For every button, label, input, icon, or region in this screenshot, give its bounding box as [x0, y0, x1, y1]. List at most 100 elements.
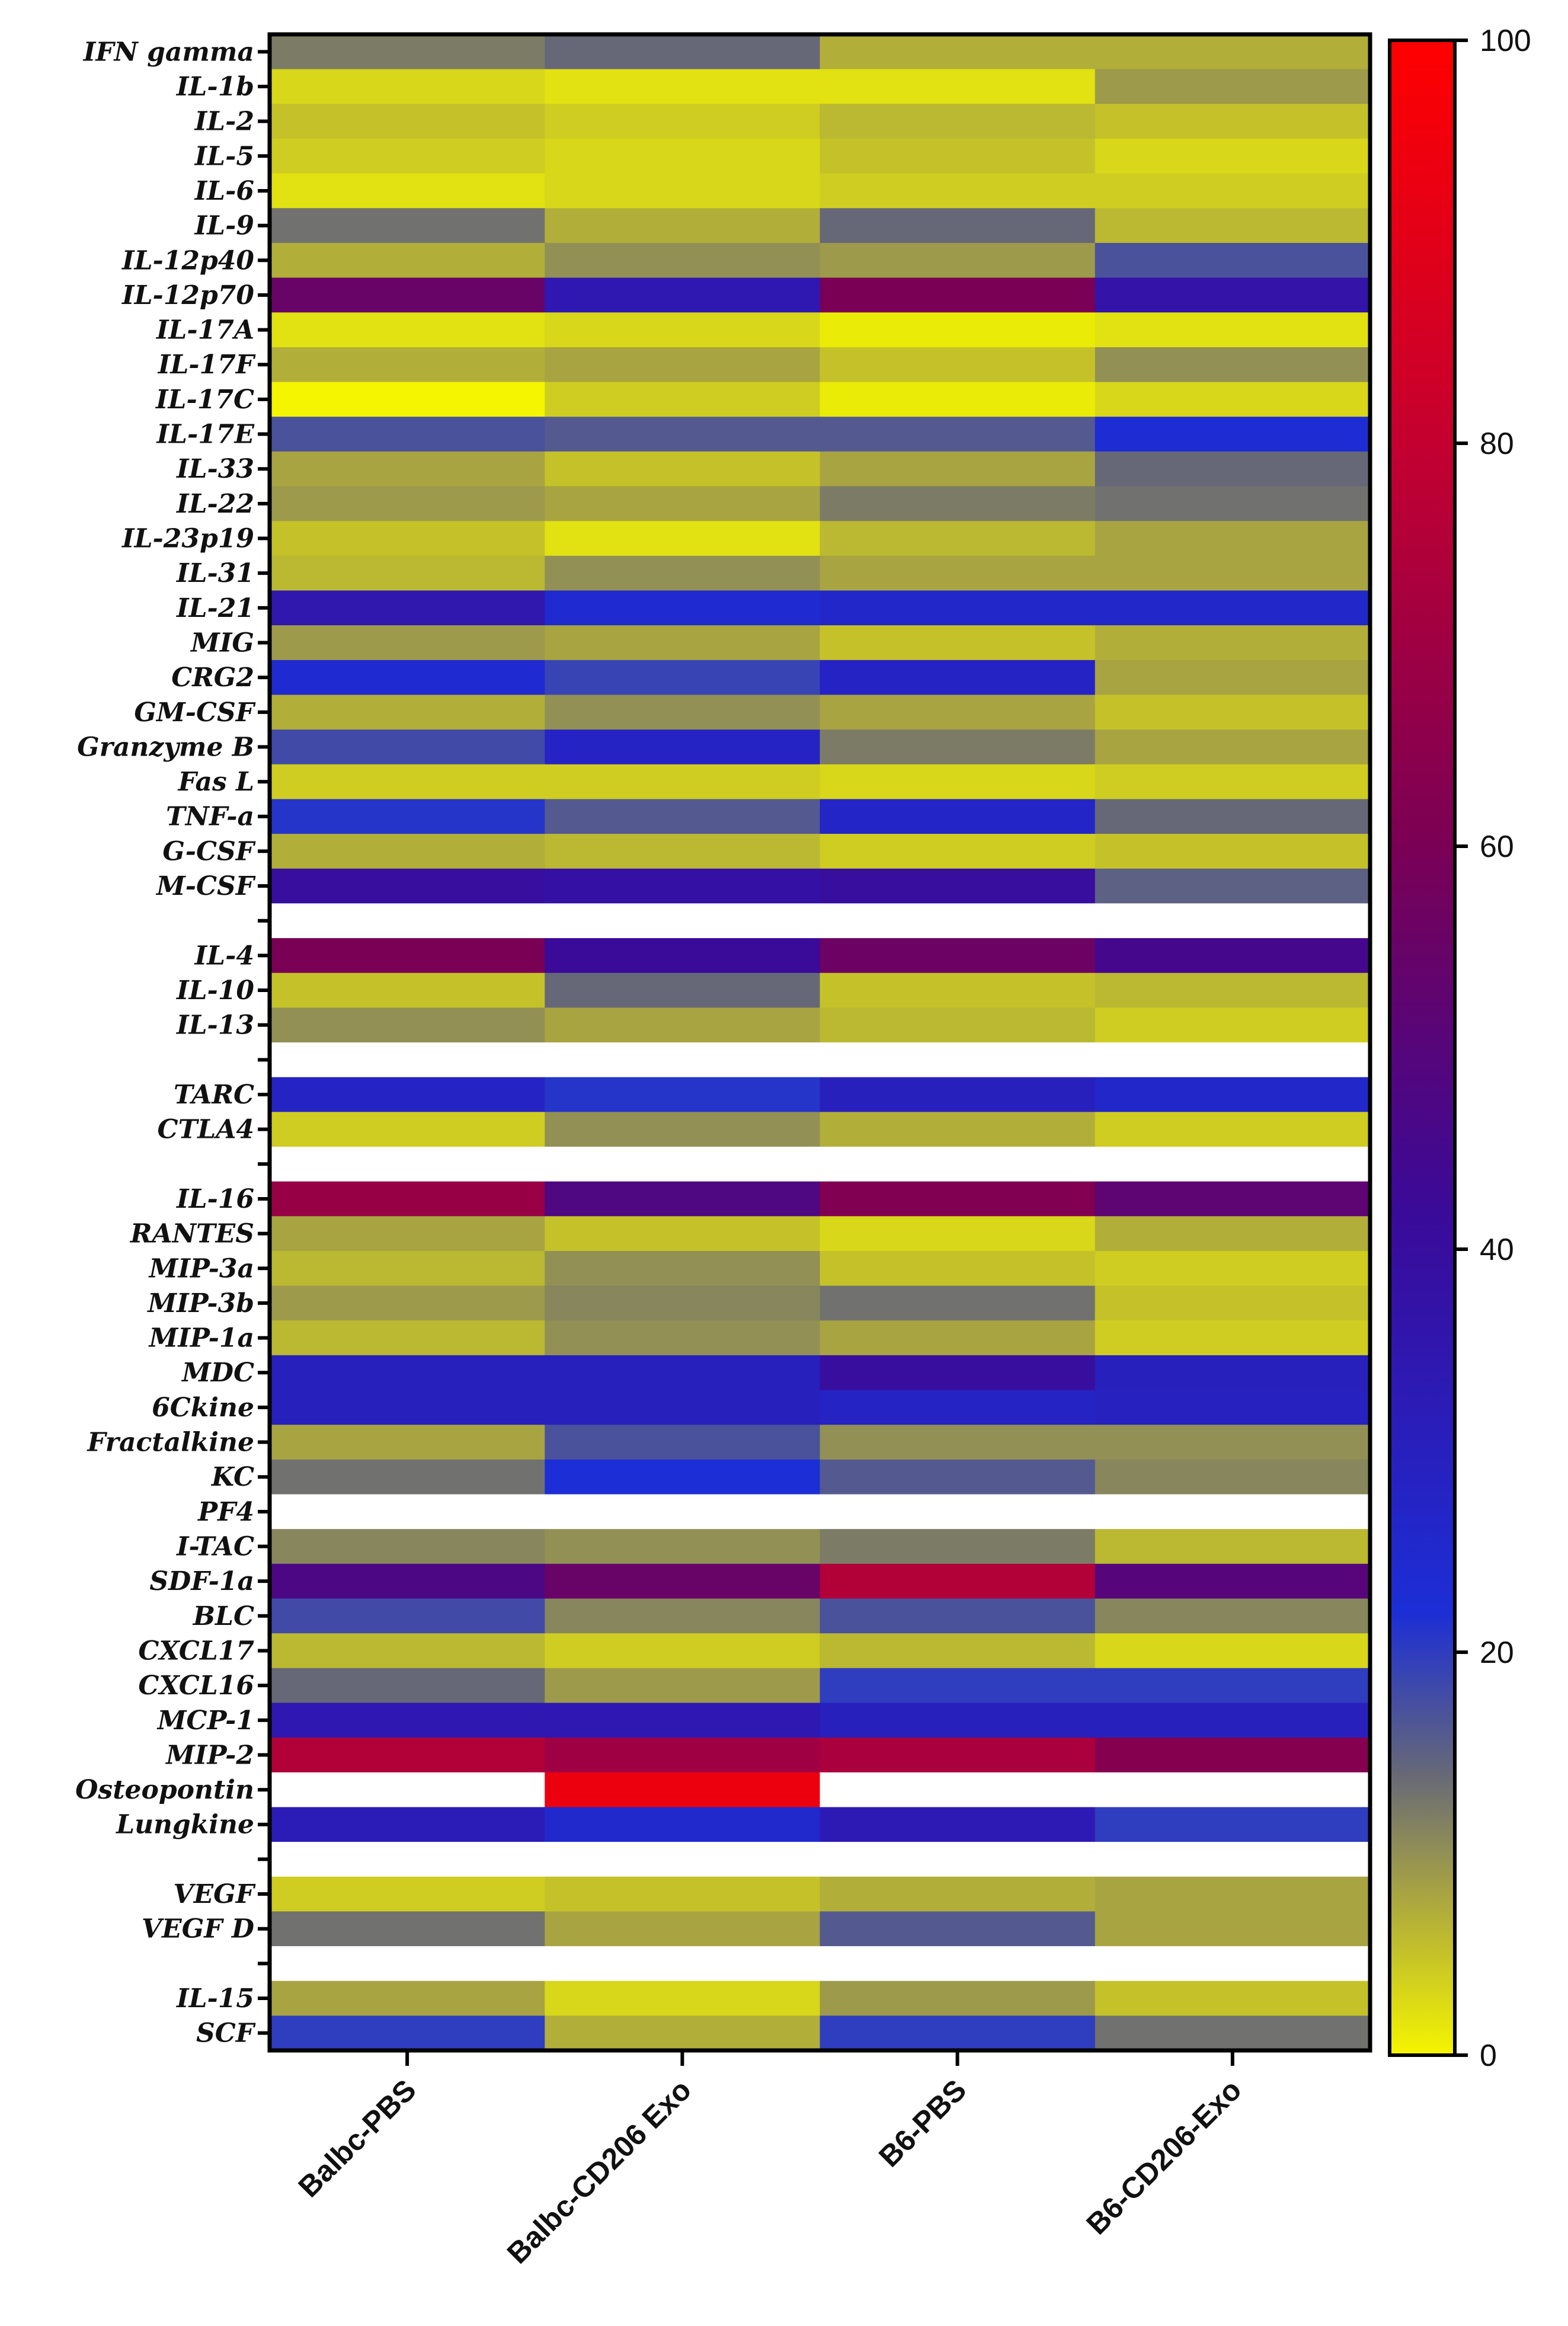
heatmap-cell	[1095, 1738, 1371, 1773]
heatmap-cell	[1095, 1668, 1371, 1704]
row-label: IL-22	[175, 489, 254, 519]
heatmap-cell	[270, 555, 545, 591]
heatmap-cell	[1095, 1146, 1371, 1182]
heatmap-cell	[545, 1077, 821, 1112]
row-label: IL-13	[175, 1010, 254, 1041]
heatmap-cell	[545, 903, 821, 939]
heatmap-cell	[545, 1842, 821, 1877]
heatmap-cell	[820, 486, 1096, 521]
heatmap-cell	[820, 1703, 1096, 1738]
heatmap-cell	[820, 1425, 1096, 1460]
heatmap-cell	[270, 1807, 545, 1842]
heatmap-cell	[820, 347, 1096, 383]
heatmap-cell	[270, 972, 545, 1008]
heatmap-cell	[270, 1633, 545, 1669]
row-label: IL-17C	[155, 385, 254, 415]
heatmap-cell	[545, 1668, 821, 1704]
row-label: I-TAC	[175, 1532, 254, 1562]
heatmap-cell	[820, 451, 1096, 487]
heatmap-cell	[545, 1807, 821, 1842]
heatmap-cell	[1095, 625, 1371, 661]
heatmap-cell	[820, 972, 1096, 1008]
row-label: M-CSF	[155, 871, 256, 901]
row-label: MIP-3a	[148, 1253, 254, 1284]
heatmap-cell	[270, 903, 545, 939]
heatmap-cell	[1095, 1355, 1371, 1391]
heatmap-cell	[1095, 1285, 1371, 1321]
heatmap-cell	[1095, 1390, 1371, 1425]
heatmap-cell	[270, 730, 545, 765]
heatmap-cell	[270, 1355, 545, 1391]
heatmap-cell	[545, 382, 821, 417]
row-label: RANTES	[129, 1219, 254, 1249]
heatmap-cell	[270, 764, 545, 800]
heatmap-cell	[1095, 382, 1371, 417]
heatmap-cell	[270, 242, 545, 279]
heatmap-cell	[270, 486, 545, 521]
heatmap-cell	[820, 799, 1096, 834]
heatmap-cell	[820, 1077, 1096, 1112]
heatmap-cell	[545, 1703, 821, 1738]
heatmap-cell	[820, 834, 1096, 869]
heatmap-cell	[820, 1216, 1096, 1252]
column-labels: Balbc-PBS Balbc-CD206 Exo B6-PBS B6-CD206-E…	[292, 2050, 1248, 2270]
row-label: PF4	[197, 1497, 254, 1527]
heatmap-cell	[820, 1633, 1096, 1669]
heatmap-cell	[820, 1807, 1096, 1842]
heatmap-cell	[1095, 451, 1371, 487]
heatmap-cell	[545, 138, 821, 174]
heatmap-cell	[270, 1042, 545, 1078]
heatmap-cell	[820, 938, 1096, 974]
heatmap-cell	[545, 1876, 821, 1912]
heatmap-cell	[270, 1007, 545, 1043]
heatmap-cell	[545, 660, 821, 696]
heatmap-cell	[820, 104, 1096, 139]
heatmap-cell	[1095, 1250, 1371, 1287]
colorbar-tick-label: 80	[1480, 427, 1514, 461]
heatmap-cell	[270, 347, 545, 383]
heatmap-cell	[545, 451, 821, 487]
heatmap-cell	[545, 1112, 821, 1147]
heatmap-cell	[1095, 1842, 1371, 1877]
heatmap-cell	[545, 1007, 821, 1043]
heatmap-cell	[820, 1042, 1096, 1078]
colorbar-tick-label: 20	[1480, 1636, 1514, 1670]
row-label: IL-10	[175, 975, 254, 1006]
heatmap-cell	[545, 868, 821, 904]
heatmap-cell	[270, 208, 545, 244]
heatmap-cell	[545, 555, 821, 591]
heatmap-cell	[1095, 173, 1371, 209]
row-label: IL-17A	[155, 315, 254, 345]
row-label: SCF	[196, 2018, 256, 2049]
heatmap-cell	[1095, 347, 1371, 383]
heatmap-cell	[1095, 242, 1371, 279]
heatmap-cell	[270, 1876, 545, 1912]
heatmap-cell	[545, 590, 821, 626]
heatmap-cell	[1095, 1981, 1371, 2016]
heatmap-cell	[1095, 730, 1371, 765]
heatmap-cell	[545, 104, 821, 139]
heatmap-cell	[1095, 1633, 1371, 1669]
colorbar-tick-label: 60	[1480, 830, 1514, 864]
row-label: MIP-2	[165, 1740, 254, 1770]
heatmap-cell	[1095, 208, 1371, 244]
heatmap-cell	[1095, 590, 1371, 626]
heatmap-cell	[545, 242, 821, 279]
heatmap-cell	[820, 1390, 1096, 1425]
row-label: IL-9	[194, 211, 254, 241]
heatmap-cell	[820, 1250, 1096, 1287]
row-label: BLC	[192, 1601, 254, 1631]
heatmap-cell	[270, 1216, 545, 1252]
heatmap-cell	[545, 521, 821, 556]
heatmap-cell	[820, 1355, 1096, 1391]
row-label: IL-2	[194, 107, 254, 137]
colorbar-tick-label: 100	[1480, 24, 1531, 58]
heatmap-cell	[270, 1946, 545, 1982]
heatmap-cell	[545, 173, 821, 209]
colorbar-ticks: 0 20 40 60 80 100	[1455, 24, 1531, 2073]
heatmap-cell	[270, 1842, 545, 1877]
heatmap-cell	[1095, 104, 1371, 139]
heatmap-cell	[545, 34, 821, 70]
row-label: IL-17E	[155, 420, 255, 450]
heatmap-cell	[545, 69, 821, 104]
